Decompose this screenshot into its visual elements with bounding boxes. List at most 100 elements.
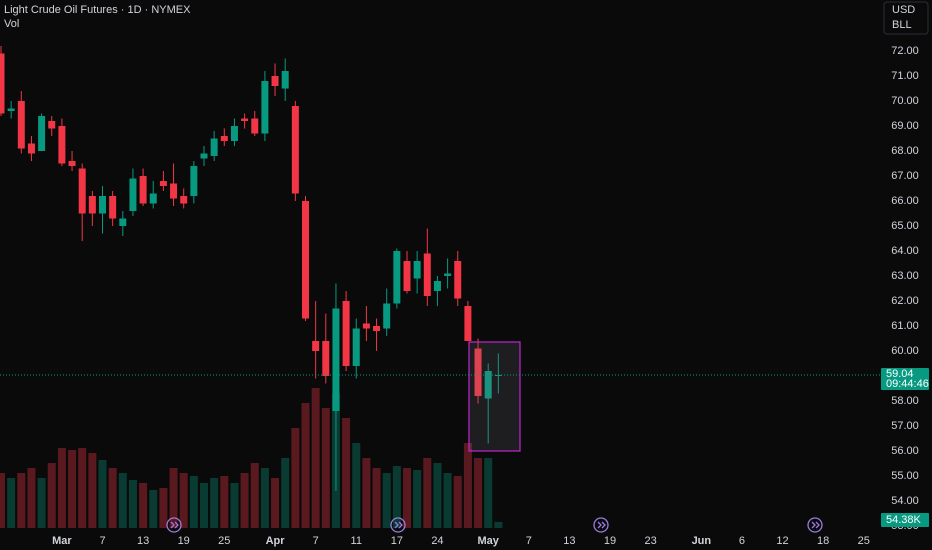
event-icon[interactable] — [807, 517, 823, 533]
candle-body — [230, 126, 238, 141]
chart-title: Light Crude Oil Futures · 1D · NYMEX — [4, 4, 191, 16]
x-tick-label: 17 — [391, 535, 403, 547]
candle-body — [291, 106, 299, 194]
candle-body — [373, 326, 381, 331]
volume-bar — [281, 458, 290, 528]
volume-bar — [392, 466, 401, 528]
volume-bar — [453, 476, 462, 528]
candle-layer — [0, 46, 502, 491]
currency-button[interactable]: USD — [892, 4, 915, 16]
candle-body — [170, 183, 178, 199]
x-tick-label: Mar — [52, 535, 72, 547]
y-tick-label: 72.00 — [891, 45, 919, 57]
candle-body — [312, 341, 320, 351]
volume-bar — [403, 468, 411, 528]
candle-body — [58, 126, 66, 164]
event-icon[interactable] — [593, 517, 609, 533]
candle-body — [302, 201, 309, 319]
candle-body — [99, 196, 106, 214]
y-tick-label: 70.00 — [891, 95, 919, 107]
volume-bar — [68, 450, 77, 528]
volume-bar — [159, 488, 168, 528]
y-tick-label: 60.00 — [891, 345, 919, 357]
volume-bar — [311, 388, 320, 528]
y-tick-label: 71.00 — [891, 70, 919, 82]
volume-bar — [57, 448, 66, 528]
candle-body — [220, 136, 228, 141]
y-tick-label: 66.00 — [891, 195, 919, 207]
candle-body — [200, 153, 208, 159]
candle-body — [464, 306, 472, 341]
volume-bar — [342, 418, 351, 528]
x-tick-label: 13 — [137, 535, 149, 547]
candle-body — [352, 328, 360, 366]
candle-body — [393, 251, 401, 304]
candle-body — [210, 138, 218, 156]
y-tick-label: 68.00 — [891, 145, 919, 157]
volume-bar — [189, 476, 198, 528]
volume-bar — [98, 460, 107, 528]
volume-bar — [484, 458, 493, 528]
volume-bar — [230, 483, 239, 528]
x-tick-label: 7 — [526, 535, 532, 547]
candle-body — [433, 281, 441, 291]
volume-bar — [382, 473, 391, 528]
y-tick-label: 54.00 — [891, 495, 919, 507]
x-tick-label: 12 — [776, 535, 788, 547]
x-tick-label: 23 — [644, 535, 656, 547]
candle-body — [423, 253, 431, 296]
volume-bar — [301, 403, 310, 528]
volume-bar — [17, 473, 26, 528]
volume-bar — [474, 458, 483, 528]
candle-body — [383, 303, 391, 329]
last-price-label: 59.04 — [886, 368, 914, 380]
scale-button[interactable]: BLL — [892, 19, 912, 31]
volume-bar — [260, 468, 269, 528]
event-icon[interactable] — [390, 517, 406, 533]
x-tick-label: 7 — [99, 535, 105, 547]
y-tick-label: 55.00 — [891, 470, 919, 482]
x-tick-label: 19 — [178, 535, 190, 547]
volume-last-label: 54.38K — [886, 514, 922, 526]
volume-bar — [169, 468, 178, 528]
volume-bar — [291, 428, 300, 528]
event-icon[interactable] — [166, 517, 182, 533]
candle-body — [68, 161, 76, 166]
y-tick-label: 58.00 — [891, 395, 919, 407]
x-tick-label: 7 — [313, 535, 319, 547]
candle-body — [362, 323, 370, 329]
volume-bar — [108, 468, 117, 528]
candle-body — [48, 121, 56, 129]
x-tick-label: 6 — [739, 535, 745, 547]
volume-bar — [433, 463, 442, 528]
candle-body — [119, 218, 127, 226]
y-tick-label: 67.00 — [891, 170, 919, 182]
y-tick-label: 62.00 — [891, 295, 919, 307]
candle-body — [27, 143, 35, 154]
volume-last-box — [881, 513, 929, 527]
last-price-box — [881, 368, 929, 390]
volume-bar — [250, 463, 259, 528]
y-tick-label: 56.00 — [891, 445, 919, 457]
volume-bar — [139, 483, 148, 528]
candle-body — [403, 261, 411, 291]
y-tick-label: 61.00 — [891, 320, 919, 332]
candle-body — [281, 71, 289, 89]
x-tick-label: 19 — [604, 535, 616, 547]
price-axis — [880, 0, 932, 550]
volume-bar — [78, 448, 87, 528]
event-icon-glyph — [170, 521, 820, 529]
volume-bar — [27, 468, 36, 528]
volume-bar — [210, 478, 219, 528]
volume-bar — [494, 521, 503, 528]
volume-bar — [372, 468, 381, 528]
volume-bar — [7, 478, 16, 528]
candle-body — [139, 176, 147, 204]
x-tick-label: 24 — [431, 535, 443, 547]
x-tick-label: 25 — [858, 535, 870, 547]
x-tick-label: Jun — [692, 535, 712, 547]
candle-body — [7, 108, 15, 111]
